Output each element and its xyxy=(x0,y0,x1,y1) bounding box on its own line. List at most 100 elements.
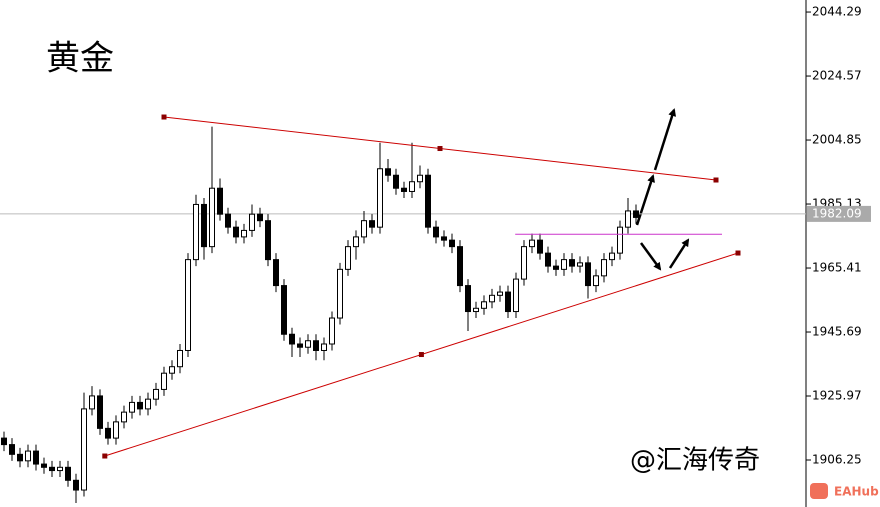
candle-body xyxy=(473,307,479,313)
arrow xyxy=(635,174,655,226)
candle-body xyxy=(25,450,31,462)
candle-body xyxy=(345,246,351,270)
candle-body xyxy=(1,437,7,446)
candle-body xyxy=(553,265,559,270)
candle-body xyxy=(65,466,71,481)
candle-body xyxy=(329,317,335,345)
candle-body xyxy=(569,259,575,267)
trend-handle xyxy=(418,352,424,358)
candle-body xyxy=(201,203,207,248)
candle-body xyxy=(113,421,119,439)
candle-body xyxy=(81,408,87,491)
candle-body xyxy=(417,174,423,183)
y-tick-label: 1925.97 xyxy=(812,389,862,403)
candle-body xyxy=(441,236,447,241)
candle-body xyxy=(385,168,391,176)
candle-body xyxy=(449,239,455,248)
trend-handle xyxy=(102,453,108,459)
candle-body xyxy=(217,187,223,215)
y-tick-label: 2024.57 xyxy=(812,69,862,83)
candle-body xyxy=(57,466,63,472)
candle-body xyxy=(153,388,159,400)
candle-body xyxy=(353,236,359,248)
candle-body xyxy=(457,246,463,287)
candle-body xyxy=(129,401,135,413)
y-tick-label: 1965.41 xyxy=(812,261,862,275)
candle-body xyxy=(545,252,551,267)
candle-body xyxy=(369,220,375,228)
trend-handle xyxy=(437,146,443,152)
candle-body xyxy=(537,239,543,254)
candle-body xyxy=(161,372,167,390)
candle-body xyxy=(625,210,631,228)
candle-body xyxy=(233,226,239,238)
candle-body xyxy=(209,187,215,248)
arrow xyxy=(653,108,677,171)
candle-body xyxy=(465,285,471,313)
candle-body xyxy=(169,366,175,374)
candle-body xyxy=(257,213,263,222)
y-tick-label: 1906.25 xyxy=(812,453,862,467)
candle-body xyxy=(105,427,111,439)
candle-body xyxy=(185,259,191,351)
candle-body xyxy=(177,349,183,368)
candle-body xyxy=(577,262,583,267)
candle-body xyxy=(241,229,247,238)
candle-body xyxy=(601,259,607,277)
watermark: @汇海传奇 xyxy=(630,446,760,476)
candle-body xyxy=(49,466,55,472)
chart-title: 黄金 xyxy=(46,39,114,79)
candle-body xyxy=(505,291,511,313)
candle-body xyxy=(297,343,303,348)
arrow xyxy=(668,238,690,269)
candle-body xyxy=(121,411,127,423)
candle-body xyxy=(513,278,519,313)
current-price-box xyxy=(807,205,871,222)
candle-body xyxy=(377,168,383,228)
candle-body xyxy=(41,463,47,468)
arrows xyxy=(635,108,690,271)
candle-body xyxy=(529,239,535,248)
candle-body xyxy=(225,213,231,228)
current-price-label: 1982.09 xyxy=(812,206,862,220)
candle-body xyxy=(497,291,503,296)
candle-body xyxy=(593,275,599,287)
candle-body xyxy=(249,213,255,231)
candle-body xyxy=(401,187,407,192)
candle-body xyxy=(281,285,287,335)
candle-body xyxy=(265,220,271,261)
candle-body xyxy=(609,252,615,261)
y-tick-label: 2044.29 xyxy=(812,5,862,19)
candle-body xyxy=(321,343,327,351)
candle-body xyxy=(305,340,311,348)
candle-body xyxy=(361,220,367,238)
brand-text: EAHub xyxy=(834,485,879,499)
arrow xyxy=(639,242,662,271)
candle-body xyxy=(337,268,343,319)
candle-body xyxy=(289,333,295,345)
candle-body xyxy=(97,395,103,429)
candle-body xyxy=(489,294,495,303)
candle-body xyxy=(137,401,143,410)
candle-body xyxy=(313,340,319,351)
candle-body xyxy=(617,226,623,254)
y-tick-label: 2004.85 xyxy=(812,133,862,147)
y-tick-label: 1945.69 xyxy=(812,325,862,339)
candle-body xyxy=(633,210,639,218)
candle-body xyxy=(9,444,15,455)
candle-body xyxy=(521,246,527,280)
trend-handle xyxy=(735,250,741,256)
candle-body xyxy=(585,262,591,287)
candle-body xyxy=(393,174,399,189)
candle-body xyxy=(433,226,439,238)
candle-body xyxy=(561,259,567,270)
trend-handle xyxy=(161,114,167,120)
candle-body xyxy=(409,181,415,192)
candle-body xyxy=(73,479,79,491)
candle-body xyxy=(273,259,279,287)
candle-body xyxy=(145,398,151,410)
candle-body xyxy=(481,301,487,309)
candle-body xyxy=(17,453,23,462)
